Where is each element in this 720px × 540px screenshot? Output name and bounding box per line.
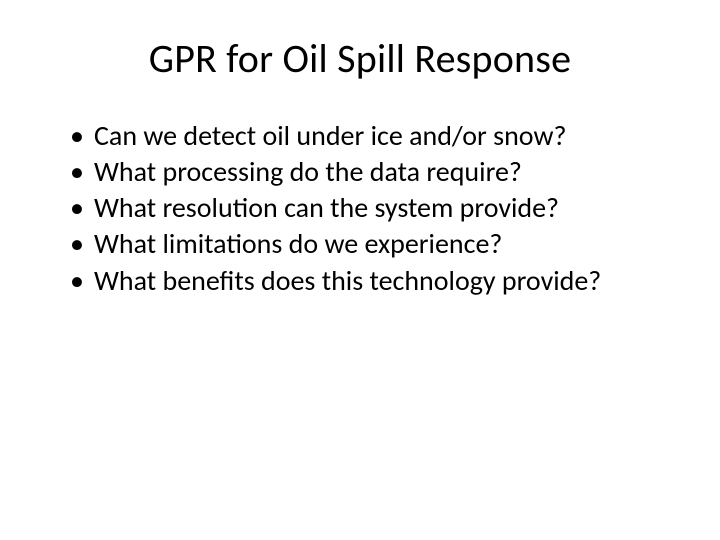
list-item: Can we detect oil under ice and/or snow? (70, 119, 672, 153)
slide: GPR for Oil Spill Response Can we detect… (0, 0, 720, 540)
bullet-list: Can we detect oil under ice and/or snow?… (48, 119, 672, 298)
list-item: What resolution can the system provide? (70, 191, 672, 225)
list-item: What processing do the data require? (70, 155, 672, 189)
slide-title: GPR for Oil Spill Response (48, 34, 672, 83)
list-item: What benefits does this technology provi… (70, 264, 672, 298)
list-item: What limitations do we experience? (70, 227, 672, 261)
